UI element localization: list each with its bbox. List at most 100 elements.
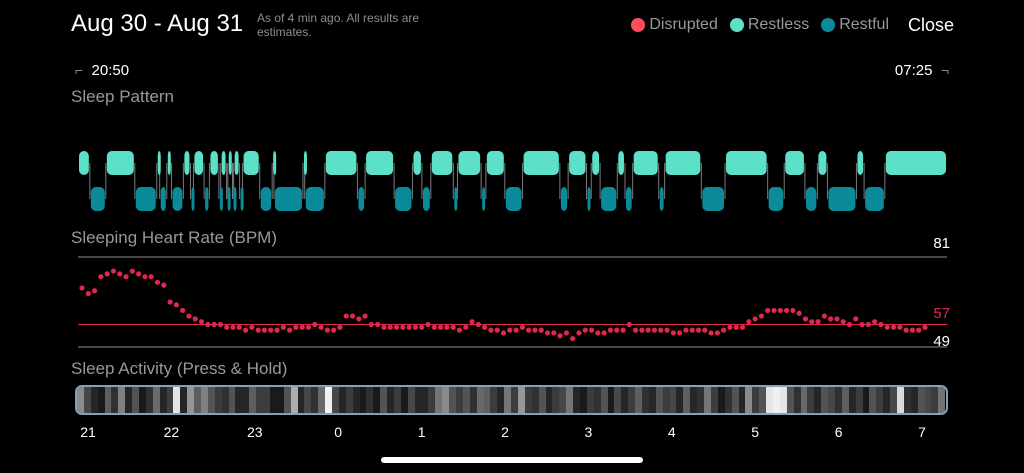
hr-point: [110, 268, 117, 274]
hr-point: [507, 327, 513, 333]
activity-segment: [145, 387, 153, 413]
hr-point: [538, 327, 544, 333]
restless-segment: [210, 151, 218, 175]
activity-segment: [593, 387, 601, 413]
hr-point: [859, 321, 865, 328]
close-button[interactable]: Close: [907, 15, 954, 35]
hr-point: [670, 330, 676, 336]
activity-segment: [428, 387, 436, 413]
restless-segment: [618, 151, 624, 175]
restful-segment: [90, 187, 105, 211]
hr-point: [752, 316, 758, 322]
activity-segment: [290, 387, 298, 413]
restful-segment: [587, 187, 591, 211]
hr-point: [136, 271, 142, 277]
hr-point: [211, 321, 217, 328]
activity-segment: [359, 387, 367, 413]
activity-segment: [931, 387, 939, 413]
hour-label: 1: [417, 424, 426, 440]
activity-segment: [683, 387, 691, 413]
activity-segment: [407, 387, 415, 413]
activity-segment: [662, 387, 670, 413]
activity-segment: [242, 387, 250, 413]
activity-segment: [387, 387, 394, 413]
activity-segment: [276, 387, 284, 413]
date-range-title: Aug 30 - Aug 31: [71, 10, 244, 37]
activity-segment: [766, 387, 773, 413]
hr-point: [815, 319, 821, 325]
restful-segment: [865, 187, 884, 211]
hr-point: [148, 274, 154, 280]
activity-segment: [283, 387, 291, 413]
activity-segment: [573, 387, 581, 413]
activity-segment: [318, 387, 326, 413]
restless-segment: [413, 151, 421, 175]
activity-segment: [228, 387, 236, 413]
hr-point: [224, 324, 230, 330]
legend-label: Disrupted: [649, 16, 718, 33]
activity-segment: [159, 387, 167, 413]
hr-point: [431, 324, 437, 330]
restful-segment: [560, 187, 568, 211]
activity-segment: [393, 387, 401, 413]
legend-label: Restless: [747, 16, 810, 33]
activity-segment: [194, 387, 202, 413]
hr-point: [236, 324, 242, 330]
hour-label: 22: [163, 424, 180, 440]
restless-segment: [818, 151, 827, 175]
hr-point: [261, 327, 268, 333]
hr-point: [721, 327, 727, 333]
activity-segment: [152, 387, 160, 413]
restful-segment: [659, 187, 664, 211]
activity-segment: [90, 387, 98, 413]
home-indicator[interactable]: [381, 457, 643, 463]
activity-segment: [373, 387, 381, 413]
activity-segment: [504, 387, 512, 413]
activity-segment: [201, 387, 208, 413]
hour-label: 2: [501, 424, 509, 440]
restless-segment: [221, 151, 226, 175]
hr-point: [840, 319, 846, 325]
hr-point: [437, 324, 444, 330]
hr-point: [607, 327, 614, 333]
hr-point: [802, 316, 809, 322]
activity-segment: [476, 387, 484, 413]
restful-segment: [768, 187, 784, 211]
restful-segment: [358, 187, 365, 211]
hr-point: [746, 319, 752, 325]
activity-segment: [214, 387, 222, 413]
hr-point: [828, 316, 834, 322]
activity-segment: [366, 387, 374, 413]
activity-segment: [421, 387, 429, 413]
activity-segment: [207, 387, 215, 413]
hour-label: 21: [80, 424, 96, 440]
activity-segment: [469, 387, 477, 413]
activity-segment: [538, 387, 546, 413]
sleep-pattern-chart[interactable]: [0, 145, 1024, 217]
activity-segment: [924, 387, 932, 413]
activity-segment: [869, 387, 877, 413]
hr-point: [450, 324, 456, 330]
activity-segment: [483, 387, 491, 413]
activity-segment: [325, 387, 332, 413]
restful-segment: [828, 187, 856, 211]
hr-point: [526, 327, 532, 333]
hr-point: [633, 327, 639, 333]
hr-point: [362, 313, 368, 319]
activity-segment: [125, 387, 133, 413]
activity-segment: [883, 387, 891, 413]
heart-rate-chart[interactable]: [0, 250, 1024, 350]
restless-segment: [106, 151, 134, 175]
restless-segment: [79, 151, 89, 175]
restless-segment: [726, 151, 767, 175]
hr-point: [230, 324, 236, 330]
hr-point: [217, 321, 224, 328]
activity-segment: [531, 387, 539, 413]
activity-segment: [848, 387, 856, 413]
hr-point: [91, 288, 98, 294]
activity-segment: [173, 387, 181, 413]
activity-segment: [269, 387, 277, 413]
sleep-activity-bar[interactable]: [75, 385, 948, 415]
activity-segment: [614, 387, 622, 413]
hr-point: [318, 324, 324, 330]
